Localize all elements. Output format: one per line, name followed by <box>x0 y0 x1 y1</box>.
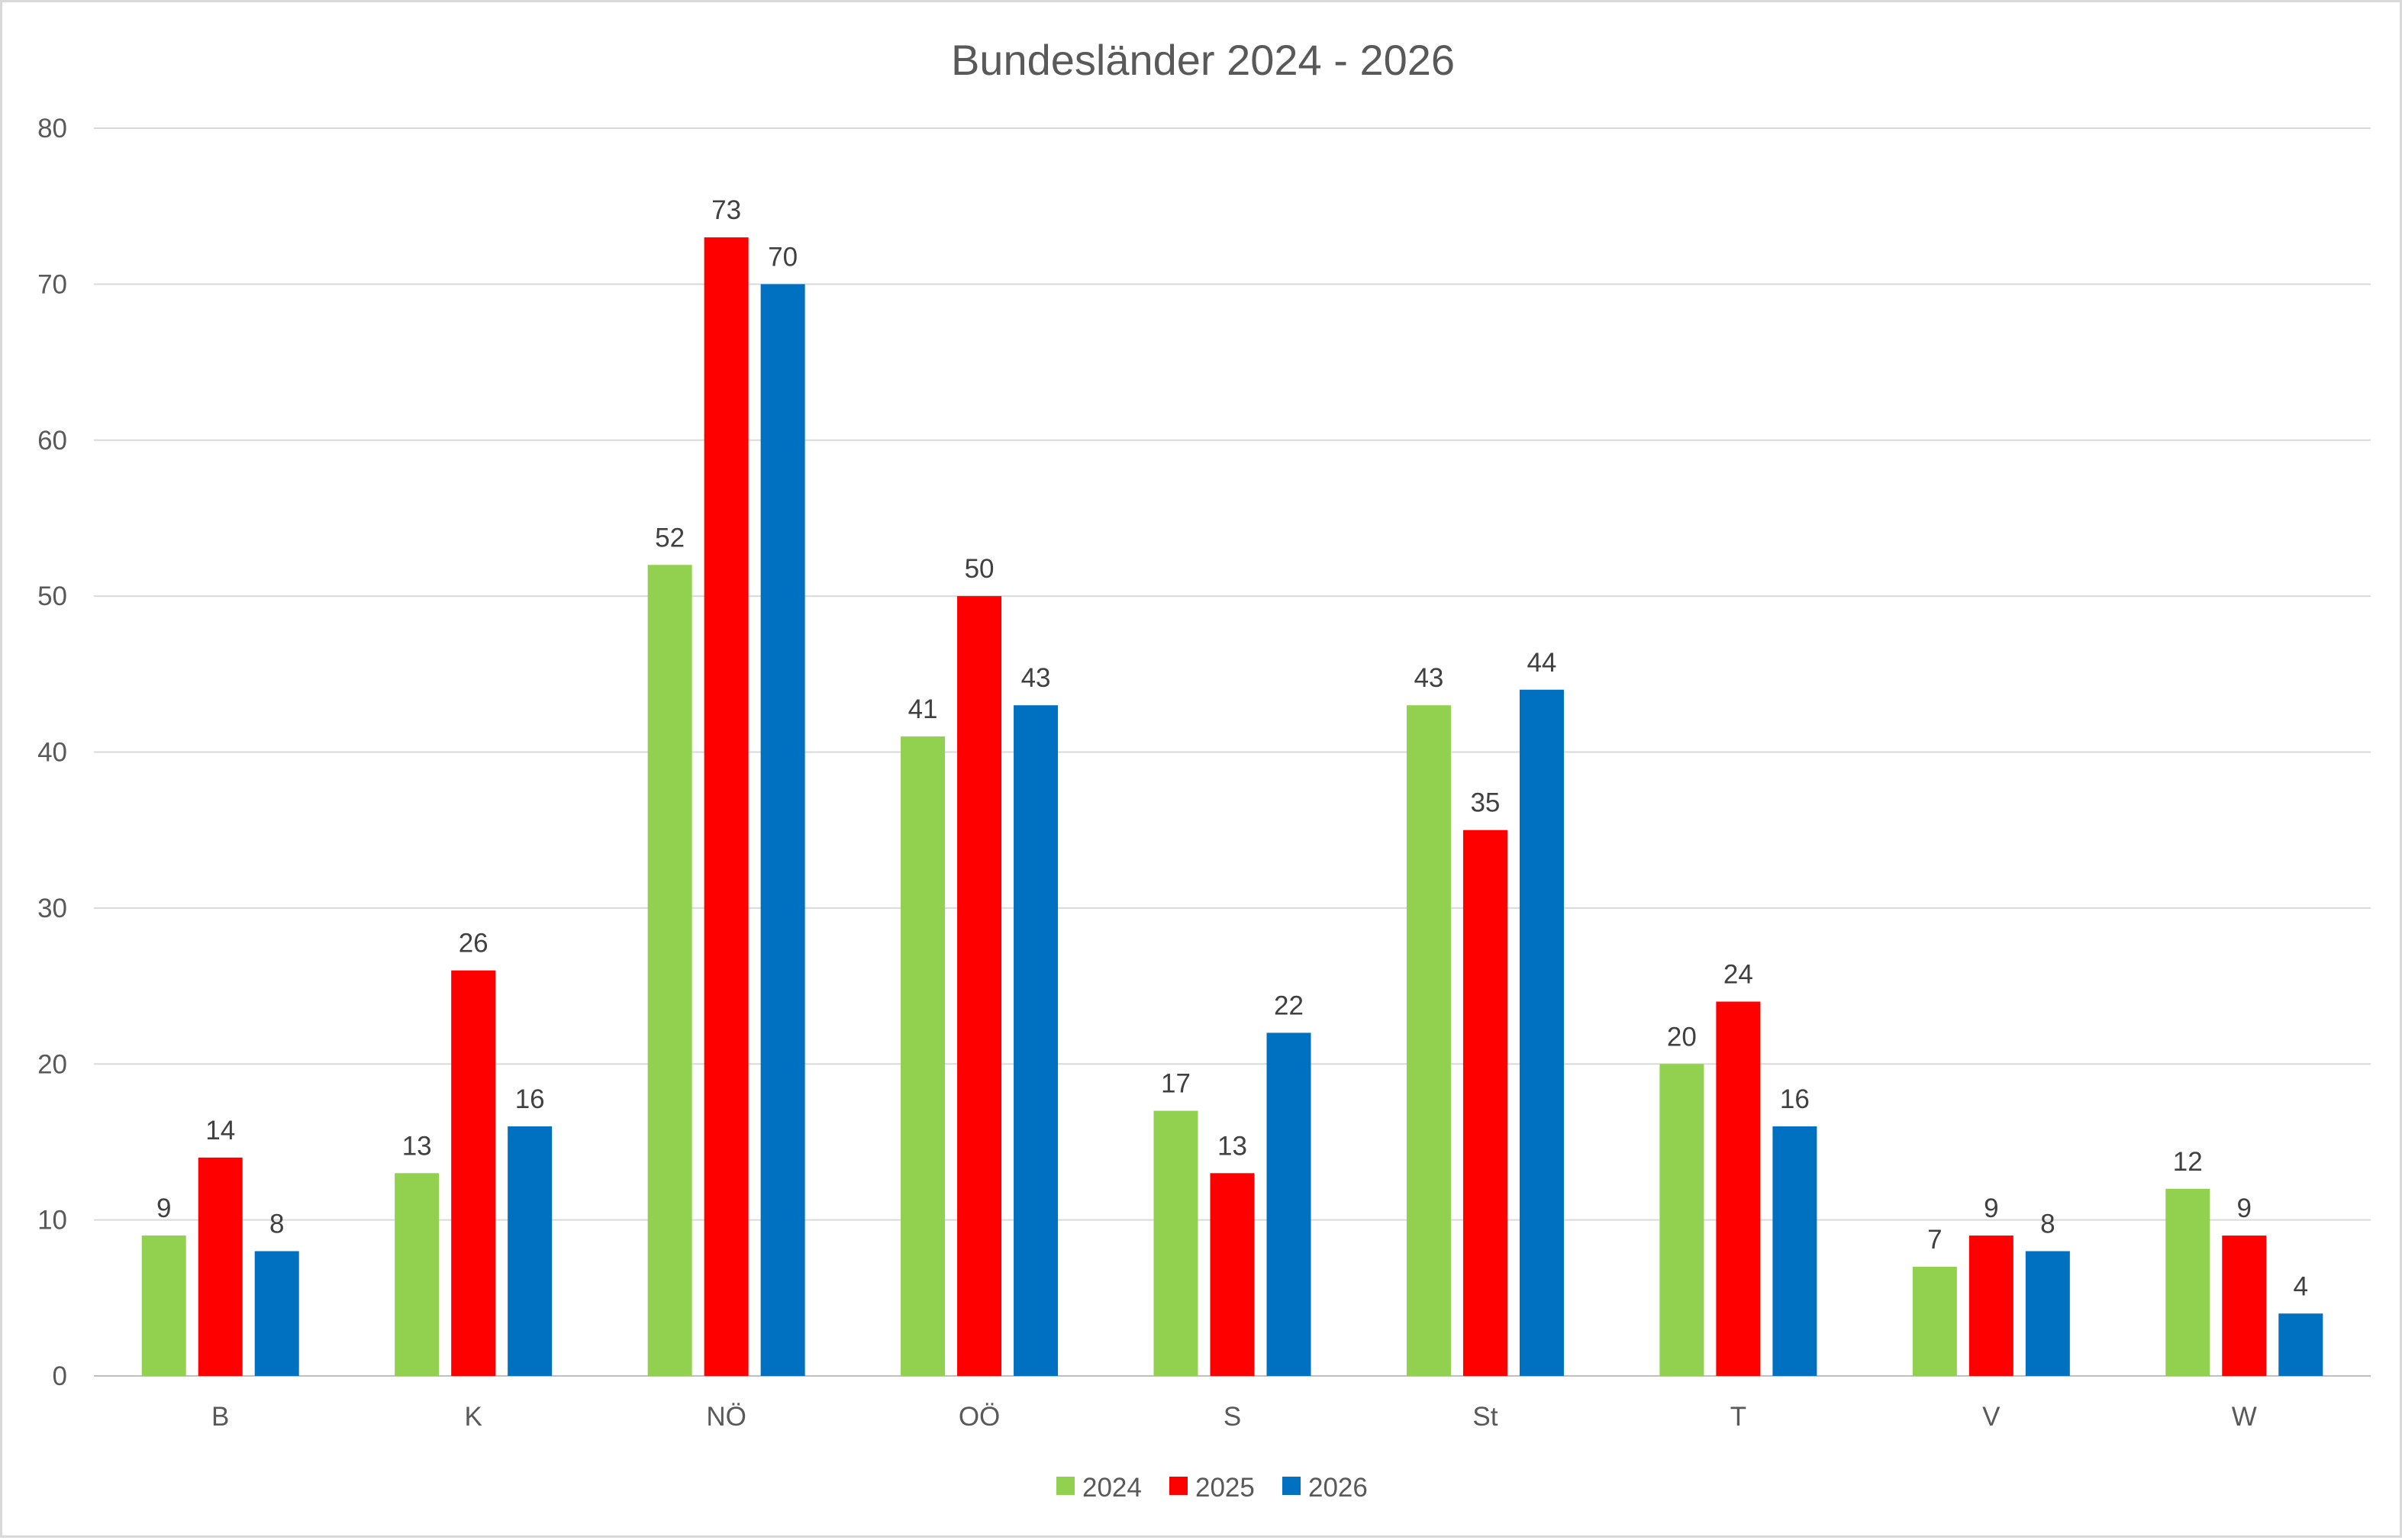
legend-item-2025: 2025 <box>1169 1473 1255 1503</box>
data-label: 14 <box>205 1116 235 1145</box>
bar-2025-T <box>1716 1001 1761 1376</box>
legend: 2024 2025 2026 <box>1056 1473 1368 1503</box>
bar-2026-NÖ <box>760 284 805 1376</box>
bar-2025-St <box>1462 830 1507 1376</box>
data-label: 12 <box>2173 1147 2203 1177</box>
x-tick-label: St <box>1472 1402 1498 1432</box>
legend-item-2024: 2024 <box>1056 1473 1142 1503</box>
bar-2024-K <box>395 1173 440 1376</box>
y-tick-label: 20 <box>37 1049 67 1079</box>
bar-2025-V <box>1968 1236 2013 1376</box>
data-label: 8 <box>269 1210 284 1239</box>
data-label: 13 <box>1217 1131 1247 1161</box>
x-tick-label: OÖ <box>959 1402 1000 1432</box>
data-label: 44 <box>1527 648 1556 678</box>
bar-2024-V <box>1912 1266 1957 1376</box>
bar-2026-K <box>508 1126 553 1376</box>
y-tick-label: 40 <box>37 738 67 768</box>
bar-2026-V <box>2025 1251 2070 1376</box>
data-label: 4 <box>2294 1271 2308 1301</box>
x-tick-label: V <box>1982 1402 2001 1432</box>
data-label: 9 <box>2237 1194 2252 1223</box>
legend-label: 2026 <box>1308 1473 1368 1503</box>
y-tick-label: 50 <box>37 582 67 611</box>
legend-label: 2025 <box>1195 1473 1255 1503</box>
y-tick-label: 10 <box>37 1206 67 1236</box>
data-label: 35 <box>1470 788 1500 818</box>
data-label: 24 <box>1723 960 1753 990</box>
data-label: 41 <box>908 694 938 724</box>
data-label: 8 <box>2040 1210 2055 1239</box>
data-label: 16 <box>515 1084 545 1114</box>
data-label: 9 <box>1984 1194 1998 1223</box>
x-tick-label: K <box>464 1402 482 1432</box>
x-tick-label: NÖ <box>706 1402 746 1432</box>
data-labels: 9 14 8 13 26 16 52 73 70 41 50 43 17 13 22 43 35 44 20 24 16… <box>156 195 2308 1301</box>
bar-2024-St <box>1406 705 1451 1376</box>
bar-2025-OÖ <box>957 596 1002 1376</box>
bar-2026-St <box>1519 689 1564 1376</box>
bar-2026-OÖ <box>1014 705 1059 1376</box>
bar-2025-S <box>1210 1173 1255 1376</box>
y-tick-label: 70 <box>37 269 67 299</box>
data-label: 43 <box>1414 663 1443 693</box>
data-label: 9 <box>156 1194 171 1223</box>
data-label: 43 <box>1021 663 1051 693</box>
data-label: 26 <box>459 929 488 958</box>
data-label: 73 <box>711 195 741 225</box>
x-tick-label: W <box>2232 1402 2257 1432</box>
bar-2026-W <box>2278 1313 2323 1376</box>
bar-2025-K <box>451 970 496 1376</box>
legend-item-2026: 2026 <box>1282 1473 1368 1503</box>
bar-2025-W <box>2222 1236 2267 1376</box>
data-label: 70 <box>768 242 798 272</box>
bar-2024-B <box>141 1236 186 1376</box>
bar-2026-T <box>1772 1126 1817 1376</box>
legend-swatch <box>1056 1477 1075 1495</box>
data-label: 20 <box>1667 1022 1697 1052</box>
data-label: 17 <box>1161 1069 1191 1099</box>
x-axis-ticks: B K NÖ OÖ S St T V W <box>211 1402 2257 1432</box>
x-tick-label: T <box>1730 1402 1746 1432</box>
bar-2025-B <box>198 1157 243 1376</box>
bar-2024-NÖ <box>647 565 692 1376</box>
data-label: 16 <box>1780 1084 1810 1114</box>
y-tick-label: 60 <box>37 426 67 456</box>
bar-2026-S <box>1266 1033 1311 1376</box>
data-label: 52 <box>655 523 685 553</box>
x-tick-label: B <box>211 1402 229 1432</box>
y-axis-ticks: 0 10 20 30 40 50 60 70 80 <box>37 114 67 1391</box>
legend-swatch <box>1282 1477 1301 1495</box>
y-tick-label: 80 <box>37 114 67 143</box>
data-label: 7 <box>1927 1225 1942 1255</box>
bar-2024-W <box>2165 1188 2210 1376</box>
bar-2026-B <box>254 1251 299 1376</box>
data-label: 13 <box>402 1131 432 1161</box>
bar-2025-NÖ <box>704 237 749 1376</box>
bars <box>141 237 2323 1376</box>
bar-2024-S <box>1153 1110 1198 1376</box>
legend-swatch <box>1169 1477 1188 1495</box>
data-label: 22 <box>1274 991 1304 1020</box>
x-tick-label: S <box>1224 1402 1241 1432</box>
chart-title: Bundesländer 2024 - 2026 <box>951 36 1455 84</box>
data-label: 50 <box>965 554 995 584</box>
bar-2024-OÖ <box>901 736 946 1376</box>
y-tick-label: 0 <box>53 1361 67 1391</box>
y-tick-label: 30 <box>37 894 67 923</box>
legend-label: 2024 <box>1082 1473 1142 1503</box>
bar-2024-T <box>1659 1064 1704 1376</box>
